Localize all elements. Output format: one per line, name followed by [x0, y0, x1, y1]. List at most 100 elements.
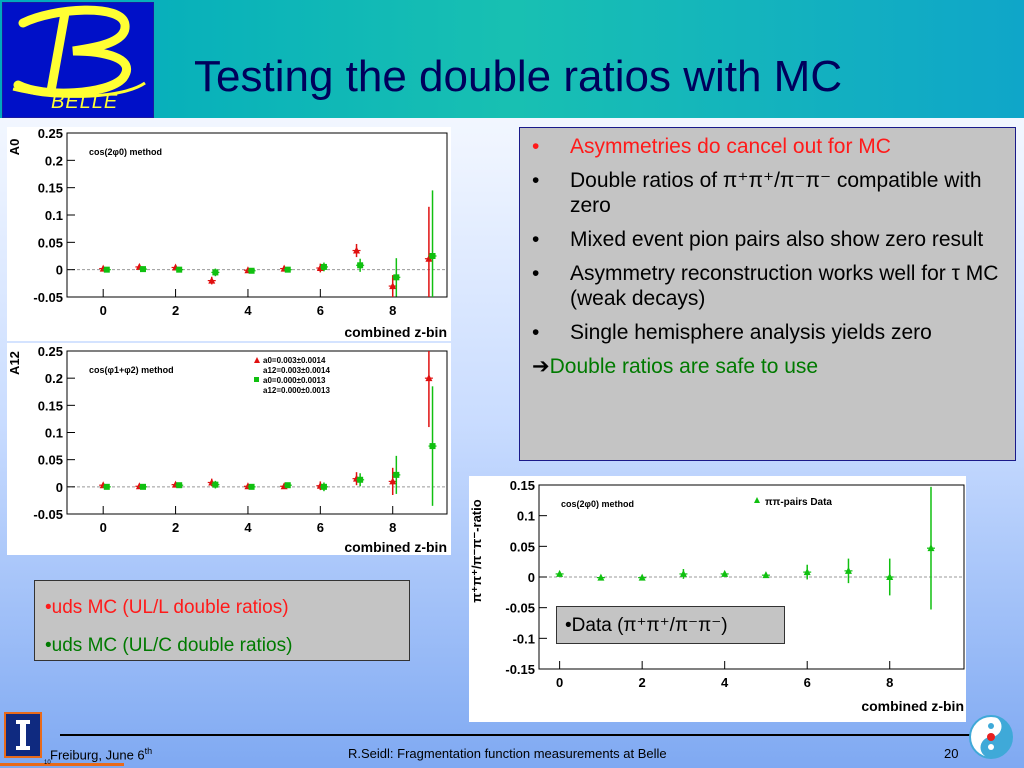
legend-entry: a0=0.003±0.0014: [263, 356, 326, 365]
y-axis-label: A12: [7, 351, 22, 375]
data-point: [140, 266, 146, 273]
data-point: [393, 471, 400, 478]
y-tick-label: -0.05: [33, 290, 63, 305]
x-tick-label: 4: [721, 675, 729, 690]
data-point: [320, 263, 327, 270]
x-tick-label: 8: [389, 303, 396, 318]
y-axis-label: A0: [7, 139, 22, 156]
data-point: [248, 483, 255, 490]
footer-location-text: Freiburg, June 6: [50, 747, 145, 763]
x-axis-label: combined z-bin: [861, 698, 964, 714]
data-point: [212, 481, 219, 488]
bullet-item: • Double ratios of π⁺π⁺/π⁻π⁻ compatible w…: [532, 168, 1005, 218]
footer-location: Freiburg, June 6th: [50, 746, 152, 762]
data-point: [597, 573, 605, 581]
plot-frame: [66, 350, 448, 515]
data-label-box: •Data (π⁺π⁺/π⁻π⁻): [556, 606, 785, 644]
data-point: [429, 443, 436, 450]
data-point: [721, 569, 729, 577]
data-point: [927, 544, 935, 552]
y-tick-label: 0: [528, 570, 535, 585]
y-tick-label: 0.2: [45, 153, 63, 168]
bullet-dot: •: [532, 262, 540, 285]
bullet-text: Asymmetries do cancel out for MC: [570, 135, 891, 158]
title-bar: BELLE Testing the double ratios with MC: [0, 0, 1024, 118]
data-point: [393, 274, 400, 281]
data-point: [803, 568, 811, 576]
chart-annotation: cos(2φ0) method: [561, 499, 634, 509]
data-point: [176, 266, 183, 273]
uiuc-logo: [4, 712, 42, 758]
y-tick-label: 0.15: [38, 398, 63, 413]
data-point: [357, 262, 364, 269]
x-tick-label: 2: [172, 303, 179, 318]
x-tick-label: 0: [556, 675, 563, 690]
legend-marker: [254, 357, 260, 363]
y-tick-label: 0.25: [38, 344, 63, 359]
y-tick-label: 0.1: [45, 208, 63, 223]
y-tick-label: -0.15: [505, 662, 535, 677]
data-point: [389, 282, 397, 290]
data-point: [886, 573, 894, 580]
footer-center: R.Seidl: Fragmentation function measurem…: [348, 746, 667, 761]
bullet-box: • Asymmetries do cancel out for MC • Doubl…: [519, 127, 1016, 461]
y-tick-label: 0.05: [38, 235, 63, 250]
x-tick-label: 0: [100, 303, 107, 318]
y-tick-label: 0.2: [45, 371, 63, 386]
data-point: [425, 374, 433, 382]
bullet-text: Double ratios of π⁺π⁺/π⁻π⁻ compatible wi…: [570, 169, 982, 217]
chart-a12-svg: -0.05 0 0.05 0.1 0.15 0.2 0.25 0 2 4 6 8 combined z-…: [7, 344, 448, 555]
x-tick-label: 6: [317, 520, 324, 535]
conclusion-text: Double ratios are safe to use: [549, 355, 819, 378]
x-tick-label: 6: [804, 675, 811, 690]
data-point: [357, 476, 364, 483]
data-point: [176, 482, 183, 489]
footer-tiny-number: 10: [44, 760, 51, 766]
slide-title: Testing the double ratios with MC: [194, 52, 843, 101]
data-point: [140, 483, 146, 490]
data-point: [844, 566, 852, 574]
y-tick-label: 0.05: [510, 539, 535, 554]
y-tick-label: 0.15: [38, 181, 63, 196]
y-tick-label: -0.05: [33, 507, 63, 522]
x-tick-label: 6: [317, 303, 324, 318]
data-point: [103, 483, 110, 490]
chart-data-ratio-svg: -0.15 -0.1 -0.05 0 0.05 0.1 0.15 0 2 4 6 8 combined …: [469, 478, 965, 714]
legend-entry: ππ-pairs Data: [765, 497, 832, 508]
y-tick-label: 0.1: [45, 426, 63, 441]
bullet-text: Single hemisphere analysis yields zero: [570, 321, 932, 344]
bullet-list: • Asymmetries do cancel out for MC • Doubl…: [532, 134, 1005, 345]
chart-data-ratio: -0.15 -0.1 -0.05 0 0.05 0.1 0.15 0 2 4 6 8 combined …: [469, 476, 966, 722]
chart-a12: -0.05 0 0.05 0.1 0.15 0.2 0.25 0 2 4 6 8 combined z-…: [7, 343, 451, 555]
data-point: [638, 573, 646, 581]
y-tick-label: 0: [56, 263, 63, 278]
yin-yang-logo: [968, 712, 1014, 762]
y-tick-label: 0.1: [517, 509, 535, 524]
bullet-text: Asymmetry reconstruction works well for …: [570, 262, 999, 310]
data-point: [556, 569, 564, 577]
legend-marker: [754, 497, 760, 503]
data-point: [425, 254, 433, 262]
x-axis-label: combined z-bin: [344, 324, 447, 340]
legend-line-ul-c: •uds MC (UL/C double ratios): [45, 635, 293, 656]
footer-accent: [0, 763, 124, 766]
mc-legend-box: •uds MC (UL/L double ratios) •uds MC (UL…: [34, 580, 410, 661]
page-number: 20: [944, 746, 959, 761]
legend-marker: [254, 377, 259, 382]
chart-annotation: cos(φ1+φ2) method: [89, 365, 174, 375]
y-tick-label: 0.15: [510, 478, 535, 493]
x-tick-label: 4: [244, 520, 252, 535]
bullet-text: Mixed event pion pairs also show zero re…: [570, 228, 984, 251]
x-tick-label: 2: [172, 520, 179, 535]
y-axis-label: π⁺π⁺/π⁻π⁻-ratio: [469, 499, 484, 602]
y-tick-label: -0.05: [505, 601, 535, 616]
data-point: [320, 483, 327, 490]
conclusion: ➔Double ratios are safe to use: [532, 354, 1005, 380]
uiuc-i-icon: [16, 720, 30, 750]
footer-divider: [60, 734, 978, 736]
y-tick-label: 0.25: [38, 127, 63, 141]
data-point: [762, 571, 770, 579]
chart-a0-svg: -0.05 0 0.05 0.1 0.15 0.2 0.25 0 2 4 6 8 combined z-…: [7, 126, 448, 340]
bullet-dot: •: [532, 228, 540, 251]
bullet-item: • Asymmetries do cancel out for MC: [532, 134, 1005, 159]
